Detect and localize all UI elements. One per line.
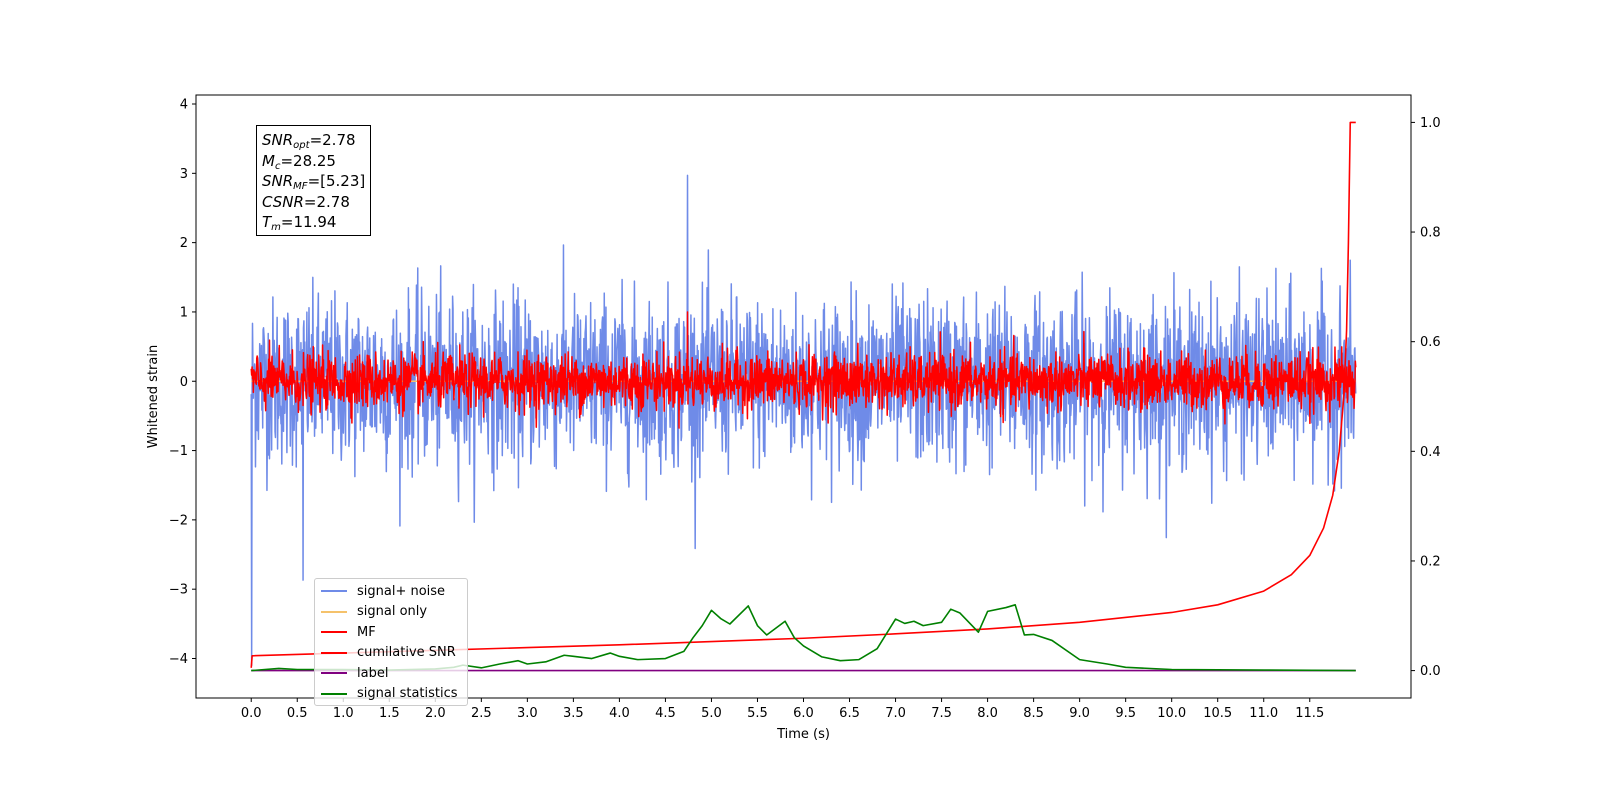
y-tick-label: −3 [169, 583, 188, 598]
annotation-csnr: CSNR=2.78 [262, 192, 350, 211]
x-tick-label: 0.5 [287, 706, 308, 721]
x-tick-label: 1.5 [379, 706, 400, 721]
y-tick-label: 4 [180, 98, 188, 113]
y-right-tick-label: 0.0 [1420, 664, 1441, 679]
legend-item-signal-statistics: signal statistics [321, 684, 458, 704]
x-tick-label: 0.0 [241, 706, 262, 721]
series-cumilative-snr-line [250, 121, 1356, 668]
x-tick-label: 10.5 [1203, 706, 1232, 721]
x-tick-label: 6.5 [839, 706, 860, 721]
legend-swatch [321, 631, 347, 633]
y-tick-label: −2 [169, 513, 188, 528]
legend-swatch [321, 590, 347, 592]
legend: signal+ noise signal only MF cumilative … [314, 578, 468, 706]
y-tick-label: 0 [180, 375, 188, 390]
x-tick-label: 5.5 [747, 706, 768, 721]
x-tick-label: 7.0 [885, 706, 906, 721]
y-right-tick-label: 1.0 [1420, 116, 1441, 131]
annotation-snr-opt: SNRopt=2.78 [262, 131, 356, 151]
series-signal-statistics-line [251, 604, 1356, 672]
series-mf-line [250, 311, 1357, 429]
x-tick-label: 5.0 [701, 706, 722, 721]
legend-swatch [321, 692, 347, 695]
y-tick-label: 1 [180, 305, 188, 320]
legend-item-cumilative-snr: cumilative SNR [321, 643, 456, 663]
y-tick-label: 2 [180, 236, 188, 251]
annotation-snr-mf: SNRMF=[5.23] [262, 172, 366, 192]
y-tick-label: −1 [169, 444, 188, 459]
x-tick-label: 9.5 [1115, 706, 1136, 721]
x-tick-label: 1.0 [333, 706, 354, 721]
legend-swatch [321, 672, 347, 674]
y-tick-label: −4 [169, 652, 188, 667]
y-right-tick-label: 0.8 [1420, 226, 1441, 241]
legend-item-signal-only: signal only [321, 602, 427, 622]
legend-item-mf: MF [321, 622, 376, 642]
stats-annotation-box: SNRopt=2.78 Mc=28.25 SNRMF=[5.23] CSNR=2… [256, 125, 372, 236]
annotation-mc: Mc=28.25 [262, 151, 336, 172]
x-tick-label: 4.5 [655, 706, 676, 721]
legend-item-signal-noise: signal+ noise [321, 581, 445, 601]
x-tick-label: 8.0 [977, 706, 998, 721]
x-tick-label: 3.5 [563, 706, 584, 721]
x-tick-label: 10.0 [1157, 706, 1186, 721]
y-tick-label: 3 [180, 167, 188, 182]
legend-item-label: label [321, 663, 388, 683]
x-tick-label: 7.5 [931, 706, 952, 721]
x-tick-label: 11.0 [1249, 706, 1278, 721]
x-tick-label: 3.0 [517, 706, 538, 721]
x-tick-label: 4.0 [609, 706, 630, 721]
annotation-tm: Tm=11.94 [262, 213, 337, 233]
y-right-tick-label: 0.4 [1420, 445, 1441, 460]
y-right-tick-label: 0.6 [1420, 335, 1441, 350]
x-axis-label: Time (s) [776, 727, 830, 742]
x-tick-label: 2.5 [471, 706, 492, 721]
ticks-layer: 0.0 0.5 1.0 1.5 2.0 2.5 3.0 3.5 4.0 4.5 5.0 5.5 6.0 6… [169, 98, 1441, 721]
x-tick-label: 2.0 [425, 706, 446, 721]
y-right-tick-label: 0.2 [1420, 554, 1441, 569]
y-axis-label: Whitened strain [146, 345, 161, 448]
x-tick-label: 11.5 [1295, 706, 1324, 721]
legend-swatch [321, 610, 347, 613]
x-tick-label: 6.0 [793, 706, 814, 721]
legend-swatch [321, 651, 347, 654]
x-tick-label: 8.5 [1023, 706, 1044, 721]
x-tick-label: 9.0 [1069, 706, 1090, 721]
